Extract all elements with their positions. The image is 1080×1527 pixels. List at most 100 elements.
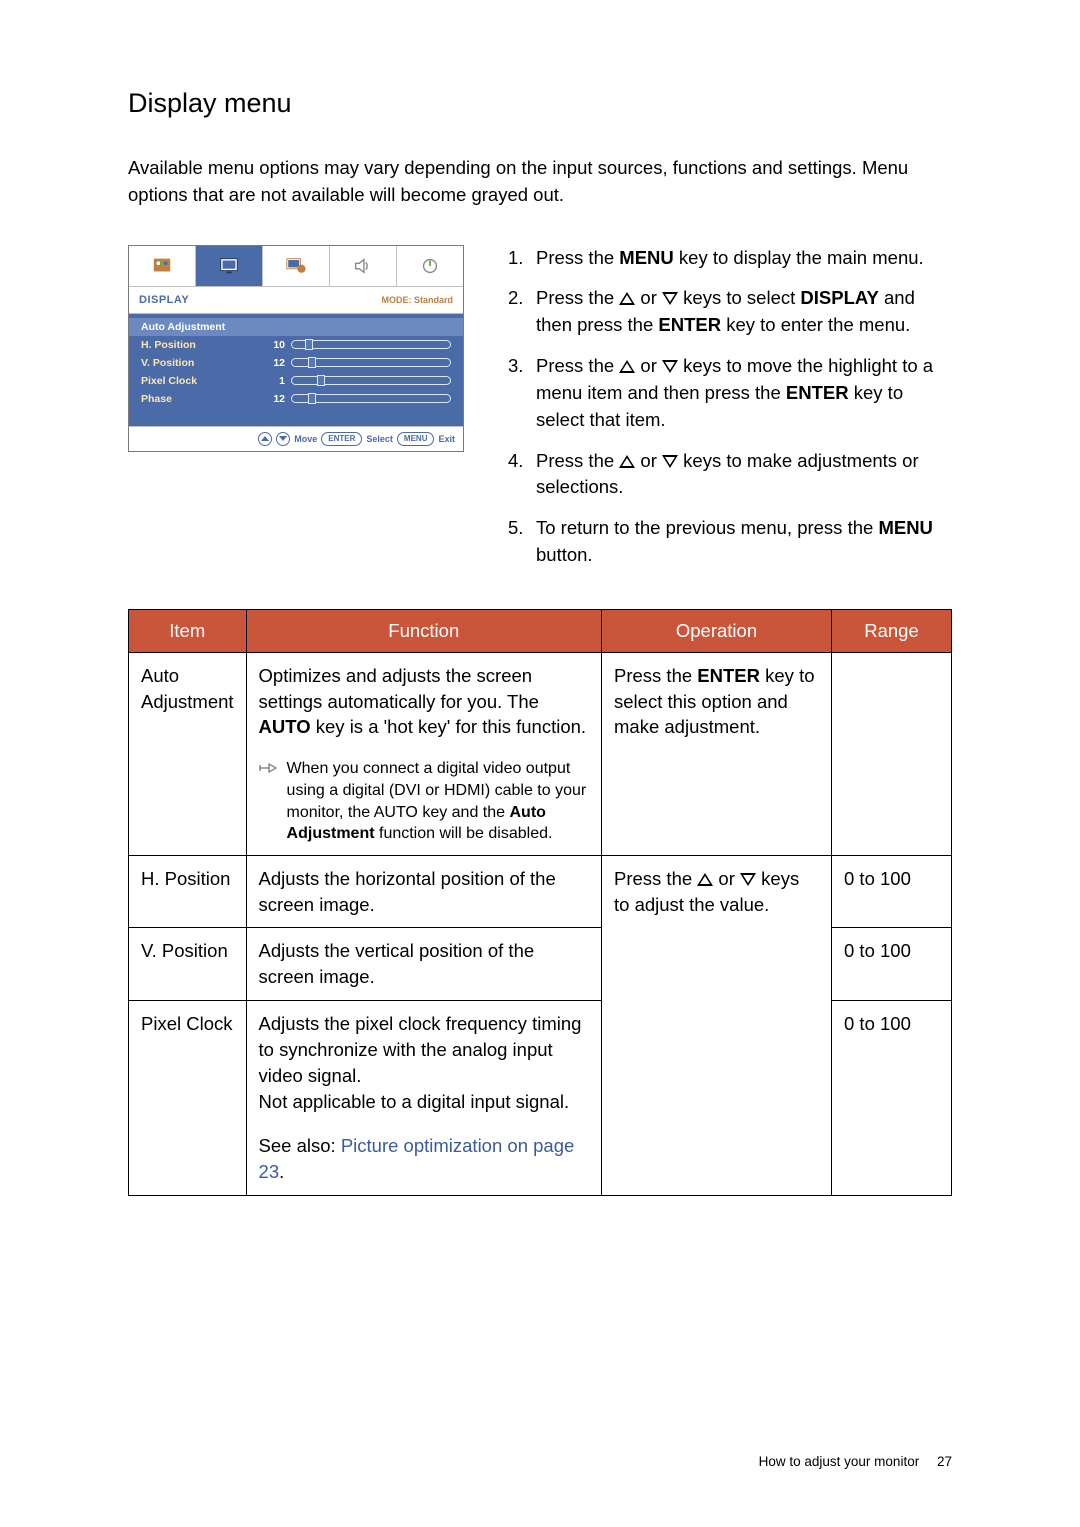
footer-enter-pill: ENTER xyxy=(321,432,362,446)
enter-key: ENTER xyxy=(658,314,721,335)
osd-label: H. Position xyxy=(141,339,261,351)
cell-range: 0 to 100 xyxy=(832,928,952,1001)
t: or xyxy=(713,868,740,889)
osd-label: Phase xyxy=(141,393,261,405)
th-range: Range xyxy=(832,609,952,652)
down-arrow-icon xyxy=(740,873,756,886)
t: Adjusts the pixel clock frequency timing… xyxy=(259,1013,582,1112)
t: Press the xyxy=(614,665,697,686)
cell-range: 0 to 100 xyxy=(832,855,952,928)
intro-text: Available menu options may vary dependin… xyxy=(128,155,952,209)
page-title: Display menu xyxy=(128,88,952,119)
osd-row-hpos: H. Position 10 xyxy=(129,336,463,354)
osd-row-phase: Phase 12 xyxy=(129,390,463,408)
t: See also: xyxy=(259,1135,341,1156)
down-arrow-icon xyxy=(662,455,678,468)
osd-value: 1 xyxy=(261,375,291,387)
osd-mode: MODE: Standard xyxy=(381,295,453,305)
cell-function: Adjusts the pixel clock frequency timing… xyxy=(246,1001,601,1195)
up-arrow-icon xyxy=(258,432,272,446)
cell-item: H. Position xyxy=(129,855,247,928)
t: button. xyxy=(536,544,593,565)
cell-range xyxy=(832,652,952,855)
display-key: DISPLAY xyxy=(800,287,878,308)
t: key to enter the menu. xyxy=(721,314,910,335)
step-4: Press the or keys to make adjustments or… xyxy=(508,448,952,502)
osd-tab-system xyxy=(397,246,463,286)
osd-value: 12 xyxy=(261,393,291,405)
t: . xyxy=(279,1161,284,1182)
cell-range: 0 to 100 xyxy=(832,1001,952,1195)
osd-value: 12 xyxy=(261,357,291,369)
t: or xyxy=(635,287,662,308)
t: Press the xyxy=(536,355,619,376)
auto-key: AUTO xyxy=(259,716,311,737)
osd-label: V. Position xyxy=(141,357,261,369)
osd-row-auto: Auto Adjustment xyxy=(129,318,463,336)
cell-function: Adjusts the horizontal position of the s… xyxy=(246,855,601,928)
enter-key: ENTER xyxy=(786,382,849,403)
note: When you connect a digital video output … xyxy=(259,758,589,844)
cell-item: V. Position xyxy=(129,928,247,1001)
t: Press the xyxy=(536,287,619,308)
osd-slider xyxy=(291,340,451,349)
step-2: Press the or keys to select DISPLAY and … xyxy=(508,285,952,339)
osd-slider xyxy=(291,376,451,385)
step-1: Press the MENU key to display the main m… xyxy=(508,245,952,272)
t: key is a 'hot key' for this function. xyxy=(311,716,586,737)
cell-item: Pixel Clock xyxy=(129,1001,247,1195)
menu-key: MENU xyxy=(878,517,932,538)
footer-exit: Exit xyxy=(438,434,455,444)
t: To return to the previous menu, press th… xyxy=(536,517,878,538)
osd-tab-picture-advanced xyxy=(263,246,330,286)
up-arrow-icon xyxy=(619,360,635,373)
osd-tab-audio xyxy=(330,246,397,286)
t: Optimizes and adjusts the screen setting… xyxy=(259,665,539,712)
cell-function: Optimizes and adjusts the screen setting… xyxy=(246,652,601,855)
step-5: To return to the previous menu, press th… xyxy=(508,515,952,569)
enter-key: ENTER xyxy=(697,665,760,686)
th-function: Function xyxy=(246,609,601,652)
hand-icon xyxy=(259,760,279,844)
t: keys to select xyxy=(678,287,800,308)
footer-select: Select xyxy=(366,434,393,444)
osd-slider xyxy=(291,394,451,403)
cell-function: Adjusts the vertical position of the scr… xyxy=(246,928,601,1001)
osd-tabs xyxy=(129,246,463,286)
osd-footer: Move ENTER Select MENU Exit xyxy=(129,426,463,451)
osd-body: Auto Adjustment H. Position 10 V. Positi… xyxy=(129,314,463,426)
info-table: Item Function Operation Range Auto Adjus… xyxy=(128,609,952,1196)
t: Press the xyxy=(536,450,619,471)
osd-tab-picture xyxy=(129,246,196,286)
menu-key: MENU xyxy=(619,247,673,268)
th-operation: Operation xyxy=(602,609,832,652)
footer-menu-pill: MENU xyxy=(397,432,435,446)
page-footer: How to adjust your monitor 27 xyxy=(759,1454,952,1469)
table-row: H. Position Adjusts the horizontal posit… xyxy=(129,855,952,928)
step-3: Press the or keys to move the highlight … xyxy=(508,353,952,433)
up-arrow-icon xyxy=(697,873,713,886)
footer-text: How to adjust your monitor xyxy=(759,1454,920,1469)
t: function will be disabled. xyxy=(375,825,553,842)
t: or xyxy=(635,355,662,376)
up-arrow-icon xyxy=(619,455,635,468)
osd-tab-display xyxy=(196,246,263,286)
osd-row-vpos: V. Position 12 xyxy=(129,354,463,372)
t: Press the xyxy=(536,247,619,268)
t: key to display the main menu. xyxy=(674,247,924,268)
cell-item: Auto Adjustment xyxy=(129,652,247,855)
t: Press the xyxy=(614,868,697,889)
osd-label: Auto Adjustment xyxy=(141,321,261,333)
footer-page-number: 27 xyxy=(937,1454,952,1469)
steps-list: Press the MENU key to display the main m… xyxy=(508,245,952,583)
osd-title: DISPLAY xyxy=(139,294,189,306)
down-arrow-icon xyxy=(662,292,678,305)
osd-row-pclk: Pixel Clock 1 xyxy=(129,372,463,390)
table-row: Auto Adjustment Optimizes and adjusts th… xyxy=(129,652,952,855)
down-arrow-icon xyxy=(662,360,678,373)
t: or xyxy=(635,450,662,471)
th-item: Item xyxy=(129,609,247,652)
osd-slider xyxy=(291,358,451,367)
down-arrow-icon xyxy=(276,432,290,446)
up-arrow-icon xyxy=(619,292,635,305)
